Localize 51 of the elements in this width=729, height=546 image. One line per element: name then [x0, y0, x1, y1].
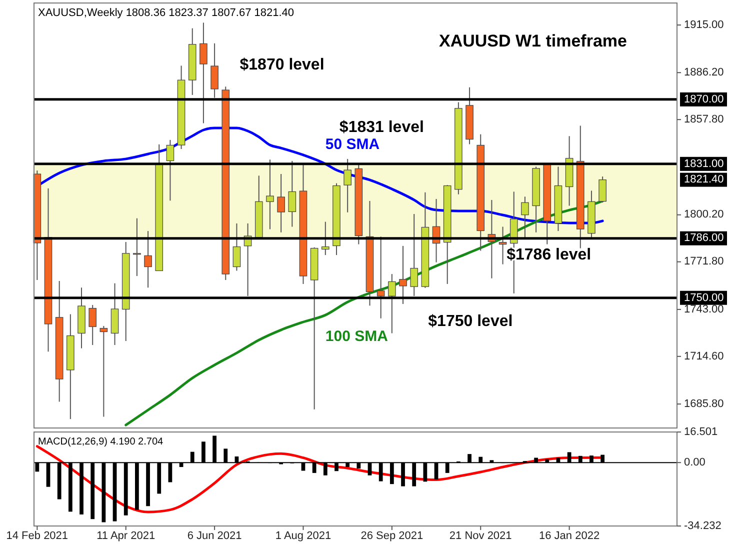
candlestick [133, 218, 141, 277]
candlestick [288, 160, 296, 228]
candlestick [376, 236, 385, 319]
annotation: $1870 level [240, 56, 324, 74]
candlestick [410, 214, 418, 297]
text: XAUUSD W1 timeframe [439, 31, 627, 50]
y-tick-label: 0.00 [684, 456, 706, 468]
candlestick [388, 274, 396, 334]
annotation: $1831 level [339, 119, 424, 136]
candlestick [88, 304, 96, 346]
y-tick-label: 1800.20 [684, 208, 724, 221]
x-tick-label: 6 Jun 2021 [187, 530, 242, 542]
series-label: 100 SMA [325, 328, 388, 346]
x-tick-label: 1 Aug 2021 [275, 530, 332, 542]
candlestick [144, 230, 152, 288]
x-tick-label: 26 Sep 2021 [360, 530, 424, 542]
series-label: 50 SMA [325, 136, 380, 153]
candlestick [166, 139, 174, 202]
ref-line-label: 1831.00 [684, 158, 724, 170]
x-tick-label: 21 Nov 2021 [449, 530, 512, 542]
candlestick [344, 158, 352, 213]
ref-line-label: 1750.00 [684, 292, 724, 304]
y-tick-label: 1685.80 [684, 398, 724, 410]
x-tick-label: 16 Jan 2022 [539, 530, 600, 542]
candlestick [598, 176, 606, 203]
x-tick-label: 11 Apr 2021 [96, 530, 156, 542]
candlestick [100, 325, 108, 418]
y-tick-label: 1771.80 [684, 256, 724, 268]
ref-line-label: 1870.00 [684, 93, 724, 106]
y-tick-label: 1743.00 [684, 303, 724, 316]
chart-subtitle: XAUUSD,Weekly 1808.36 1823.37 1807.67 1821.40 [38, 6, 294, 19]
candlestick [322, 221, 330, 256]
candlestick [232, 222, 241, 272]
y-tick-label: -34.232 [684, 520, 722, 532]
x-tick-label: 14 Feb 2021 [6, 530, 68, 542]
annotation: $1750 level [428, 312, 513, 330]
candlestick [521, 196, 529, 240]
y-tick-label: 1915.00 [684, 18, 724, 31]
y-tick-label: 16.501 [684, 426, 718, 438]
y-tick-label: 1857.80 [684, 113, 724, 126]
y-tick-label: 1886.20 [684, 66, 724, 79]
text: 1821.40 [684, 174, 724, 186]
ref-line-label: 1786.00 [684, 232, 724, 244]
text: MACD(12,26,9) 4.190 2.704 [38, 436, 164, 448]
candlestick [399, 245, 407, 304]
candlestick [277, 173, 285, 233]
candlestick [266, 159, 274, 230]
candlestick [200, 22, 208, 124]
candlestick [210, 42, 218, 98]
y-tick-label: 1714.60 [684, 350, 724, 362]
candlestick [498, 226, 507, 265]
